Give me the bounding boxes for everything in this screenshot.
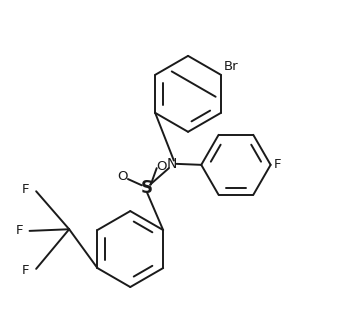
Text: F: F bbox=[16, 224, 23, 237]
Text: F: F bbox=[22, 183, 30, 196]
Text: O: O bbox=[117, 170, 127, 183]
Text: F: F bbox=[274, 159, 281, 171]
Text: O: O bbox=[156, 160, 167, 173]
Text: Br: Br bbox=[224, 60, 239, 73]
Text: S: S bbox=[141, 179, 153, 197]
Text: N: N bbox=[167, 157, 178, 171]
Text: F: F bbox=[22, 264, 30, 277]
